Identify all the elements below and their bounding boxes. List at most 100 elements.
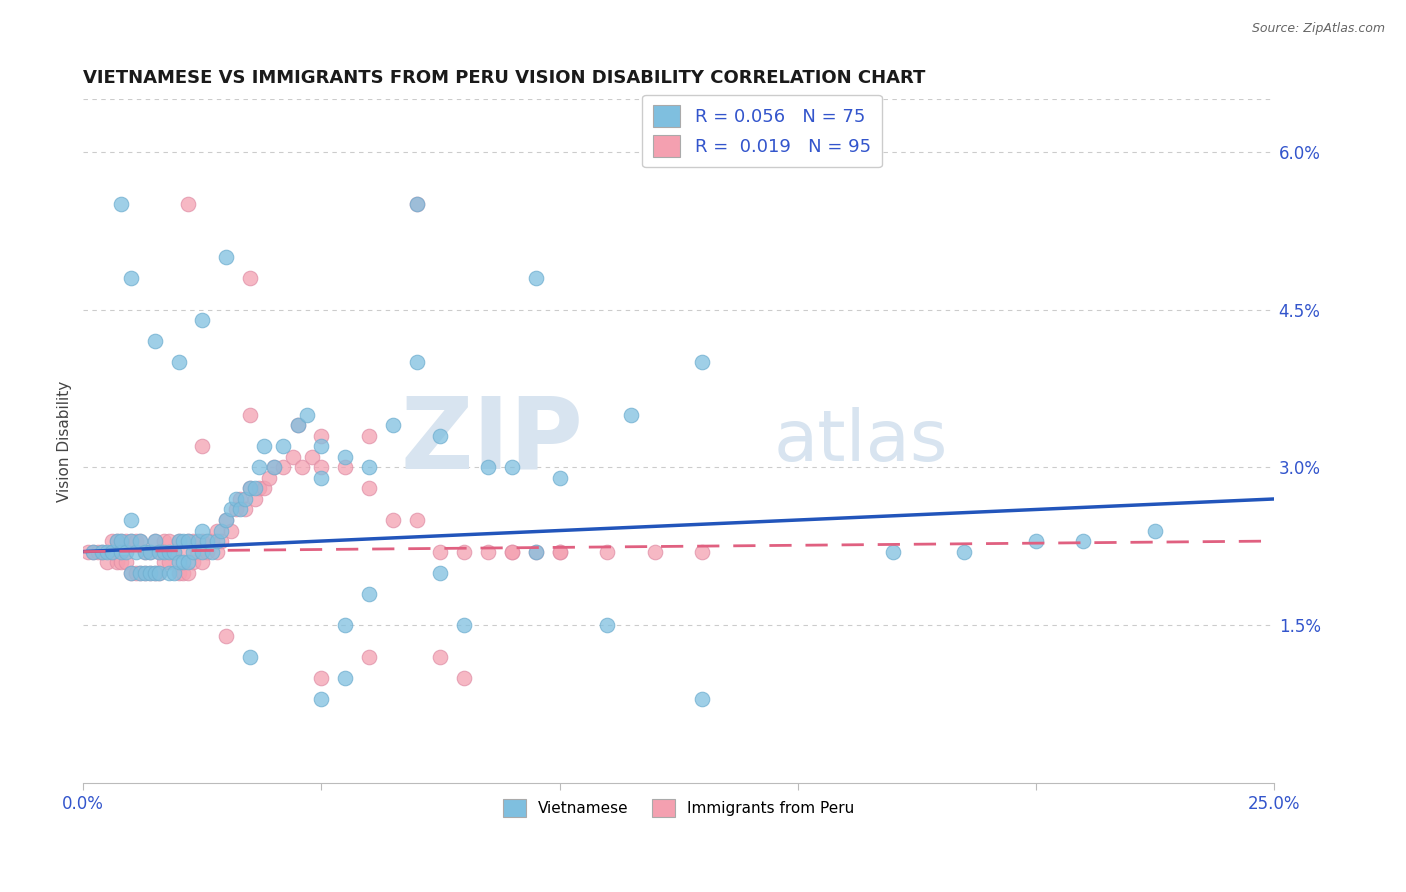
Point [357, 482, 380, 496]
Point [157, 534, 180, 549]
Point [287, 418, 309, 433]
Point [148, 566, 170, 580]
Point [381, 418, 404, 433]
Point [91, 544, 114, 558]
Point [129, 566, 152, 580]
Point [429, 429, 451, 443]
Point [357, 460, 380, 475]
Point [524, 544, 547, 558]
Point [243, 482, 266, 496]
Point [134, 544, 156, 558]
Point [101, 534, 124, 549]
Point [249, 482, 271, 496]
Point [129, 534, 152, 549]
Point [233, 491, 256, 506]
Point [110, 534, 132, 549]
Point [157, 566, 180, 580]
Point [191, 439, 214, 453]
Point [101, 544, 124, 558]
Point [82, 544, 104, 558]
Point [239, 482, 262, 496]
Text: ZIP: ZIP [401, 392, 583, 490]
Point [596, 544, 619, 558]
Point [120, 534, 142, 549]
Point [453, 618, 475, 632]
Point [501, 544, 523, 558]
Point [239, 271, 262, 285]
Point [692, 544, 714, 558]
Point [311, 671, 333, 685]
Point [143, 534, 166, 549]
Point [124, 566, 146, 580]
Point [205, 534, 228, 549]
Point [882, 544, 904, 558]
Point [205, 524, 228, 538]
Point [110, 534, 132, 549]
Point [335, 671, 357, 685]
Point [215, 250, 238, 264]
Point [172, 566, 194, 580]
Point [82, 544, 104, 558]
Point [86, 544, 108, 558]
Point [110, 555, 132, 569]
Point [115, 555, 138, 569]
Point [167, 555, 190, 569]
Point [177, 197, 200, 211]
Point [201, 534, 224, 549]
Point [129, 566, 152, 580]
Point [219, 502, 242, 516]
Point [191, 524, 214, 538]
Point [429, 566, 451, 580]
Point [239, 408, 262, 422]
Point [1073, 534, 1095, 549]
Point [143, 334, 166, 348]
Point [148, 566, 170, 580]
Point [209, 524, 232, 538]
Point [191, 313, 214, 327]
Text: atlas: atlas [773, 407, 948, 475]
Point [172, 555, 194, 569]
Point [191, 555, 214, 569]
Point [257, 471, 280, 485]
Point [253, 439, 276, 453]
Point [105, 555, 128, 569]
Point [157, 555, 180, 569]
Point [187, 544, 209, 558]
Point [167, 355, 190, 369]
Point [291, 460, 314, 475]
Point [205, 544, 228, 558]
Point [229, 491, 252, 506]
Point [477, 460, 499, 475]
Point [124, 534, 146, 549]
Point [335, 618, 357, 632]
Point [181, 544, 204, 558]
Point [335, 460, 357, 475]
Point [453, 671, 475, 685]
Point [357, 649, 380, 664]
Point [110, 544, 132, 558]
Point [253, 482, 276, 496]
Point [692, 691, 714, 706]
Point [143, 566, 166, 580]
Point [139, 544, 162, 558]
Point [239, 649, 262, 664]
Point [167, 534, 190, 549]
Point [249, 460, 271, 475]
Point [172, 534, 194, 549]
Point [429, 649, 451, 664]
Point [105, 534, 128, 549]
Point [177, 534, 200, 549]
Point [644, 544, 666, 558]
Point [271, 460, 294, 475]
Point [215, 513, 238, 527]
Point [548, 471, 571, 485]
Point [301, 450, 323, 464]
Point [263, 460, 285, 475]
Point [120, 566, 142, 580]
Point [124, 544, 146, 558]
Point [381, 513, 404, 527]
Point [405, 513, 427, 527]
Point [139, 544, 162, 558]
Point [225, 502, 247, 516]
Point [219, 524, 242, 538]
